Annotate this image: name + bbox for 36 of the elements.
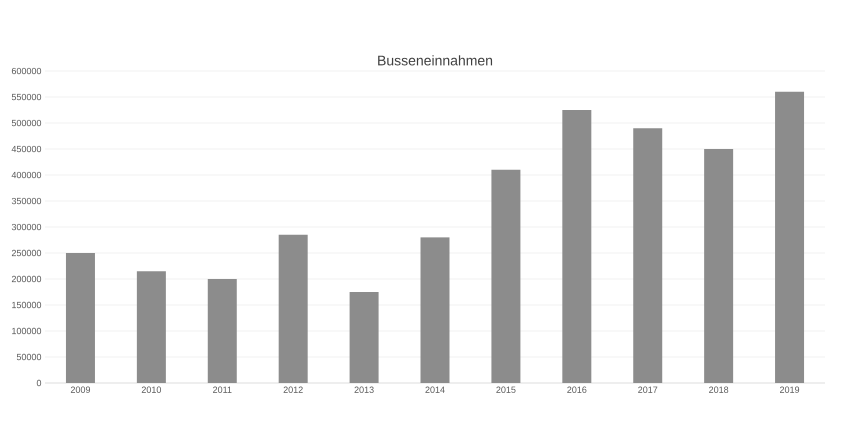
y-tick-label: 0 — [36, 380, 42, 386]
bar — [66, 253, 95, 384]
y-tick-label: 150000 — [12, 302, 42, 308]
bar — [562, 110, 592, 384]
bar — [208, 279, 237, 384]
bar — [775, 92, 804, 384]
x-tick-label: 2014 — [425, 386, 445, 393]
x-tick-label: 2011 — [213, 386, 232, 393]
y-tick-label: 400000 — [12, 172, 42, 178]
bar — [704, 149, 734, 384]
y-tick-label: 300000 — [12, 224, 42, 230]
x-tick-label: 2018 — [709, 386, 728, 393]
y-tick-label: 600000 — [12, 68, 42, 74]
y-tick-label: 50000 — [16, 354, 42, 360]
bar — [491, 170, 520, 384]
y-tick-label: 450000 — [12, 146, 42, 152]
chart-title: Busseneinnahmen — [378, 55, 492, 66]
bar — [633, 128, 662, 384]
x-tick-label: 2009 — [70, 386, 90, 393]
bar — [278, 234, 308, 384]
bar — [136, 271, 166, 384]
y-tick-label: 100000 — [12, 328, 42, 334]
y-tick-label: 250000 — [12, 250, 42, 256]
bar — [350, 292, 379, 384]
y-tick-label: 550000 — [12, 94, 42, 100]
x-tick-label: 2010 — [142, 386, 162, 393]
y-tick-label: 350000 — [12, 198, 42, 204]
x-tick-label: 2016 — [567, 386, 586, 393]
x-tick-label: 2013 — [354, 386, 374, 393]
x-tick-label: 2015 — [496, 386, 516, 393]
x-tick-label: 2012 — [284, 386, 303, 393]
x-tick-label: 2017 — [638, 386, 658, 393]
x-tick-label: 2019 — [780, 386, 800, 393]
bar — [420, 237, 450, 384]
y-tick-label: 500000 — [12, 120, 42, 126]
y-tick-label: 200000 — [12, 276, 42, 282]
